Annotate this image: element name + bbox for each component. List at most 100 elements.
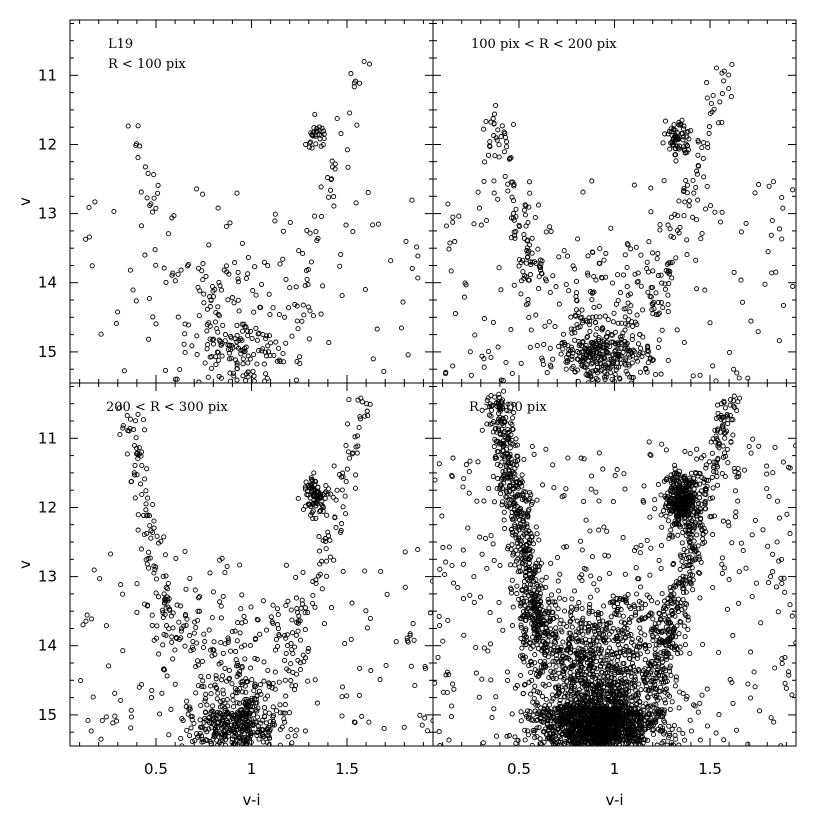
data-point: [238, 351, 244, 357]
data-point: [576, 715, 582, 721]
data-point: [226, 675, 233, 681]
data-point: [303, 479, 309, 485]
data-point: [662, 131, 668, 137]
data-point: [581, 456, 587, 462]
data-point: [310, 508, 316, 514]
data-point: [222, 731, 228, 737]
data-point: [528, 659, 534, 665]
data-point: [370, 222, 376, 228]
data-point: [169, 639, 175, 645]
data-point: [672, 211, 678, 217]
data-point: [621, 737, 627, 743]
data-point: [610, 692, 616, 698]
data-point: [480, 740, 486, 746]
data-point: [523, 260, 529, 266]
data-point: [672, 138, 678, 144]
data-point: [277, 358, 283, 364]
data-point: [590, 249, 596, 256]
data-point: [436, 729, 442, 735]
data-point: [684, 182, 691, 188]
data-point: [688, 128, 694, 134]
data-point: [603, 708, 609, 714]
data-point: [570, 717, 576, 723]
data-point: [364, 401, 370, 407]
data-point: [681, 123, 687, 129]
data-point: [628, 303, 634, 309]
data-point: [725, 519, 731, 525]
data-point: [593, 367, 599, 373]
data-point: [210, 709, 216, 715]
data-point: [176, 619, 182, 625]
data-point: [562, 608, 568, 614]
data-point: [565, 693, 571, 699]
data-point: [282, 719, 288, 725]
data-point: [257, 682, 263, 688]
data-point: [118, 697, 124, 703]
data-point: [268, 614, 274, 620]
data-point: [305, 648, 311, 654]
data-point: [611, 604, 617, 610]
data-point: [548, 715, 554, 721]
data-point: [560, 708, 566, 714]
data-point: [463, 462, 469, 468]
data-point: [299, 318, 305, 324]
data-point: [415, 547, 421, 553]
data-point: [765, 249, 771, 255]
data-point: [551, 485, 557, 491]
scatter-points: [83, 58, 421, 383]
data-point: [269, 685, 275, 691]
data-point: [571, 326, 577, 332]
data-point: [581, 498, 587, 504]
data-point: [148, 695, 154, 701]
data-point: [400, 299, 406, 305]
data-point: [307, 139, 314, 145]
data-point: [652, 682, 658, 688]
data-point: [185, 322, 192, 328]
data-point: [544, 721, 550, 728]
data-point: [350, 229, 356, 235]
data-point: [202, 726, 208, 732]
data-point: [482, 159, 488, 165]
data-point: [442, 571, 448, 578]
data-point: [651, 306, 657, 312]
data-point: [615, 728, 621, 734]
data-point: [532, 683, 538, 689]
panel-label: L19: [108, 37, 133, 52]
data-point: [608, 332, 614, 338]
data-point: [558, 351, 564, 357]
data-point: [635, 341, 641, 347]
data-point: [147, 555, 153, 561]
data-point: [637, 584, 644, 590]
data-point: [775, 609, 781, 615]
data-point: [556, 718, 562, 724]
data-point: [346, 455, 353, 461]
data-point: [343, 511, 349, 517]
data-point: [721, 78, 727, 84]
data-point: [252, 635, 259, 642]
data-point: [536, 202, 542, 208]
data-point: [606, 645, 613, 651]
data-point: [292, 301, 298, 307]
data-point: [245, 333, 251, 339]
data-point: [261, 678, 267, 684]
data-point: [276, 631, 282, 638]
data-point: [667, 146, 673, 152]
data-point: [748, 649, 754, 655]
data-point: [779, 660, 785, 667]
data-point: [151, 525, 157, 531]
data-point: [408, 663, 414, 669]
data-point: [143, 501, 149, 507]
data-point: [622, 486, 628, 492]
data-point: [254, 337, 260, 343]
data-point: [210, 736, 216, 742]
data-point: [193, 690, 199, 696]
data-point: [766, 580, 772, 586]
data-point: [518, 718, 524, 724]
data-point: [160, 614, 166, 621]
data-point: [312, 132, 318, 138]
data-point: [674, 327, 680, 333]
data-point: [597, 246, 603, 252]
data-point: [98, 331, 104, 337]
data-point: [725, 460, 731, 466]
